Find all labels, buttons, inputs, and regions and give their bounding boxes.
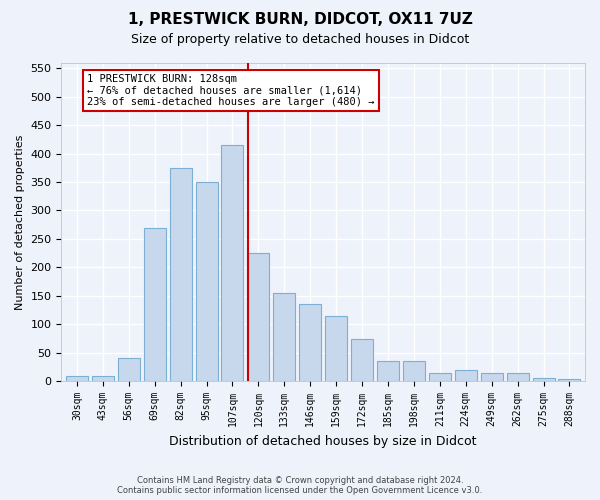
X-axis label: Distribution of detached houses by size in Didcot: Distribution of detached houses by size … <box>169 434 477 448</box>
Bar <box>92 376 114 381</box>
Bar <box>559 380 580 381</box>
Text: 1 PRESTWICK BURN: 128sqm
← 76% of detached houses are smaller (1,614)
23% of sem: 1 PRESTWICK BURN: 128sqm ← 76% of detach… <box>88 74 375 107</box>
Bar <box>221 145 244 381</box>
Bar <box>455 370 477 381</box>
Bar <box>247 253 269 381</box>
Bar <box>118 358 140 381</box>
Text: Size of property relative to detached houses in Didcot: Size of property relative to detached ho… <box>131 32 469 46</box>
Bar <box>481 372 503 381</box>
Bar <box>429 372 451 381</box>
Bar <box>403 362 425 381</box>
Bar <box>144 228 166 381</box>
Bar <box>377 362 399 381</box>
Text: 1, PRESTWICK BURN, DIDCOT, OX11 7UZ: 1, PRESTWICK BURN, DIDCOT, OX11 7UZ <box>128 12 472 28</box>
Y-axis label: Number of detached properties: Number of detached properties <box>15 134 25 310</box>
Bar <box>506 372 529 381</box>
Bar <box>274 293 295 381</box>
Bar <box>170 168 191 381</box>
Bar <box>196 182 218 381</box>
Text: Contains HM Land Registry data © Crown copyright and database right 2024.
Contai: Contains HM Land Registry data © Crown c… <box>118 476 482 495</box>
Bar <box>299 304 321 381</box>
Bar <box>325 316 347 381</box>
Bar <box>66 376 88 381</box>
Bar <box>351 338 373 381</box>
Bar <box>533 378 554 381</box>
